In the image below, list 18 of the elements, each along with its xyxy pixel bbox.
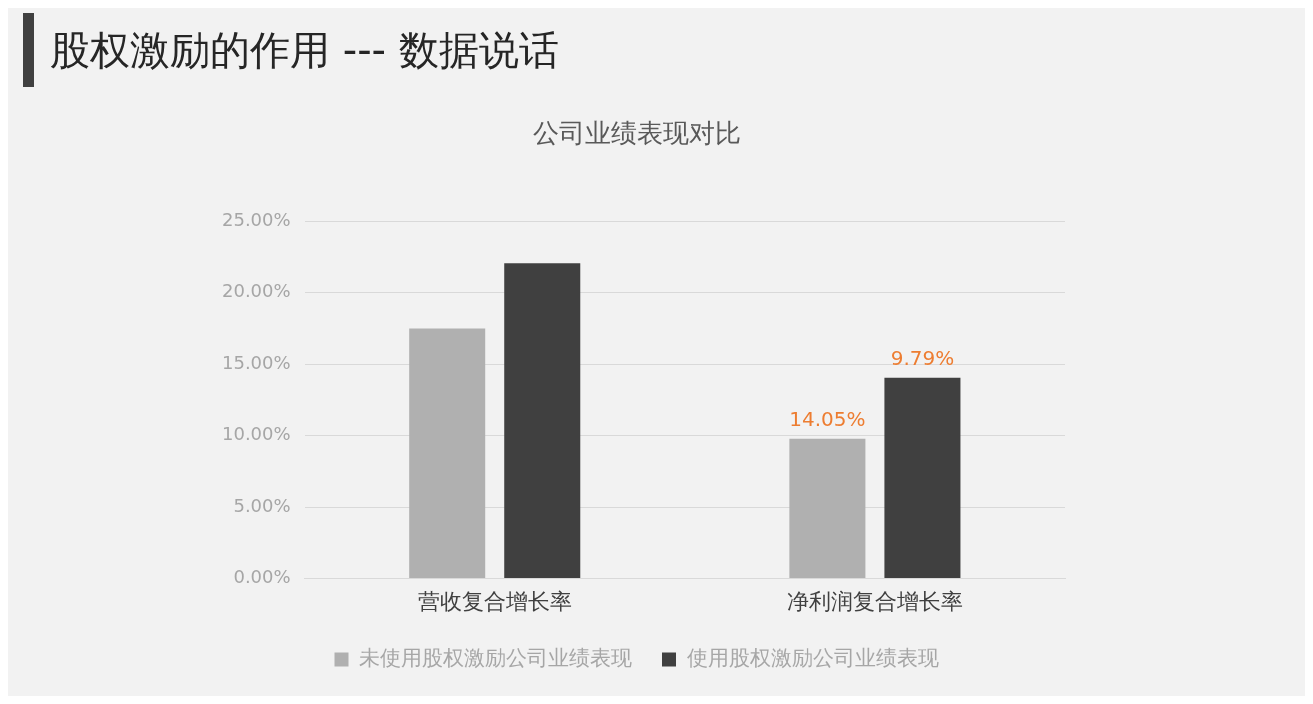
bar — [409, 328, 486, 579]
y-tick-label: 15.00% — [221, 351, 291, 373]
chart-title: 股权激励的作用 --- 数据说话 — [50, 25, 559, 75]
bar — [789, 438, 866, 579]
y-tick-label: 5.00% — [233, 494, 291, 516]
bar — [884, 377, 961, 579]
x-tick-label: 净利润复合增长率 — [786, 588, 963, 614]
x-tick-label: 营收复合增长率 — [417, 588, 572, 614]
y-tick-label: 20.00% — [221, 280, 291, 302]
legend-label: 未使用股权激励公司业绩表现 — [359, 645, 632, 670]
chart-subtitle: 公司业绩表现对比 — [532, 118, 741, 149]
annotation: 9.79% — [890, 345, 955, 370]
y-tick-label: 25.00% — [221, 208, 291, 230]
y-tick-label: 10.00% — [221, 423, 291, 445]
legend-label: 使用股权激励公司业绩表现 — [686, 645, 939, 670]
y-tick-label: 0.00% — [233, 566, 291, 588]
annotation: 14.05% — [789, 406, 866, 431]
bar — [504, 263, 581, 579]
